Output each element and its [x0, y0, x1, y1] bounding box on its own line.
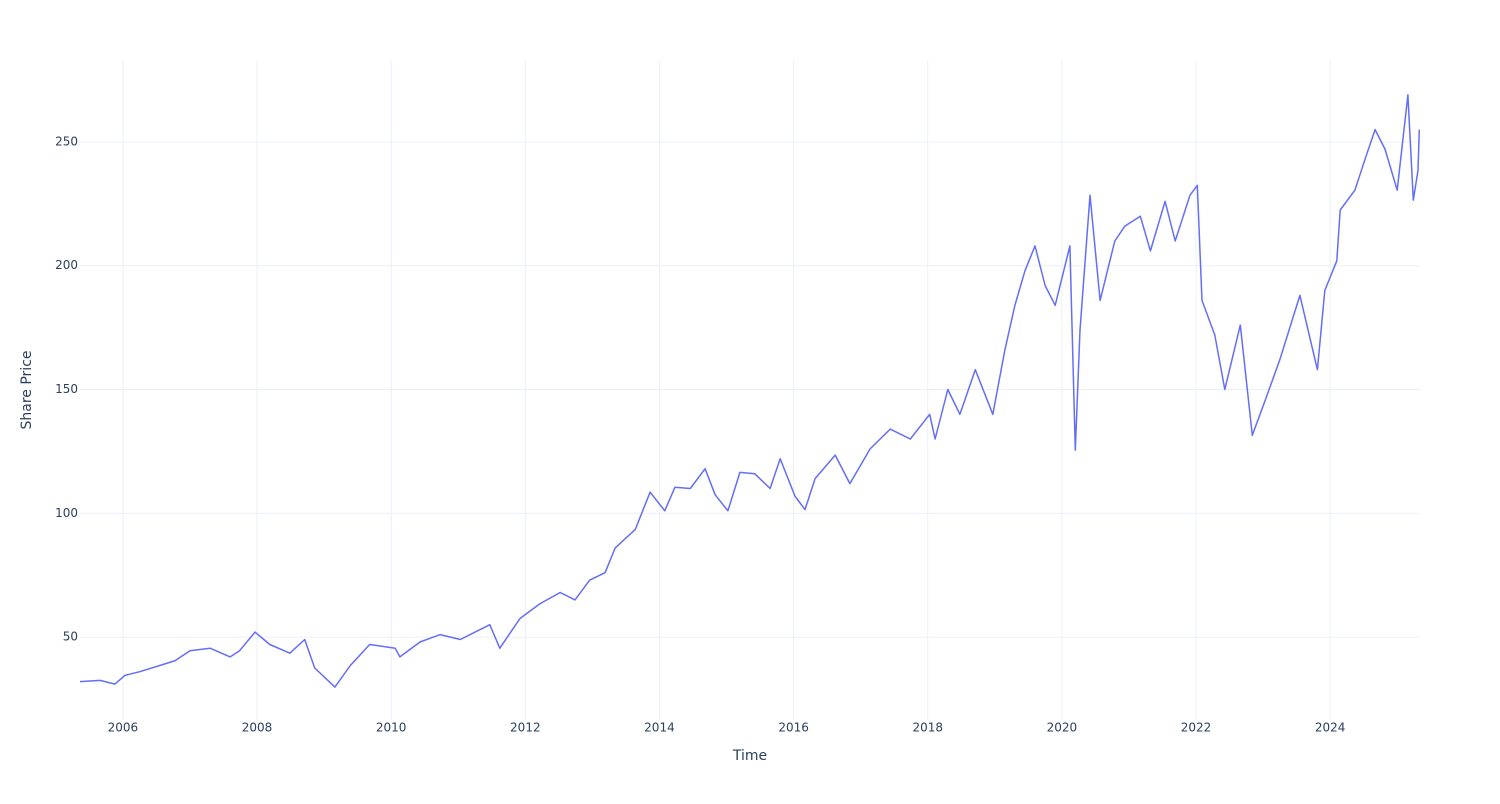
- x-tick-label: 2016: [778, 721, 809, 735]
- x-tick-label: 2018: [912, 721, 943, 735]
- line-series: [79, 94, 1421, 688]
- x-axis-title: Time: [732, 748, 767, 764]
- y-tick-label: 200: [55, 258, 78, 272]
- x-tick-label: 2010: [376, 721, 407, 735]
- y-tick-label: 250: [55, 134, 78, 148]
- x-tick-label: 2020: [1047, 721, 1078, 735]
- x-tick-label: 2006: [108, 721, 139, 735]
- x-tick-label: 2024: [1315, 721, 1346, 735]
- x-tick-label: 2014: [644, 721, 675, 735]
- x-tick-label: 2022: [1181, 721, 1212, 735]
- y-tick-label: 50: [63, 630, 78, 644]
- x-tick-label: 2008: [242, 721, 273, 735]
- y-tick-label: 100: [55, 506, 78, 520]
- y-axis-title: Share Price: [19, 350, 35, 429]
- y-tick-label: 150: [55, 382, 78, 396]
- x-tick-label: 2012: [510, 721, 541, 735]
